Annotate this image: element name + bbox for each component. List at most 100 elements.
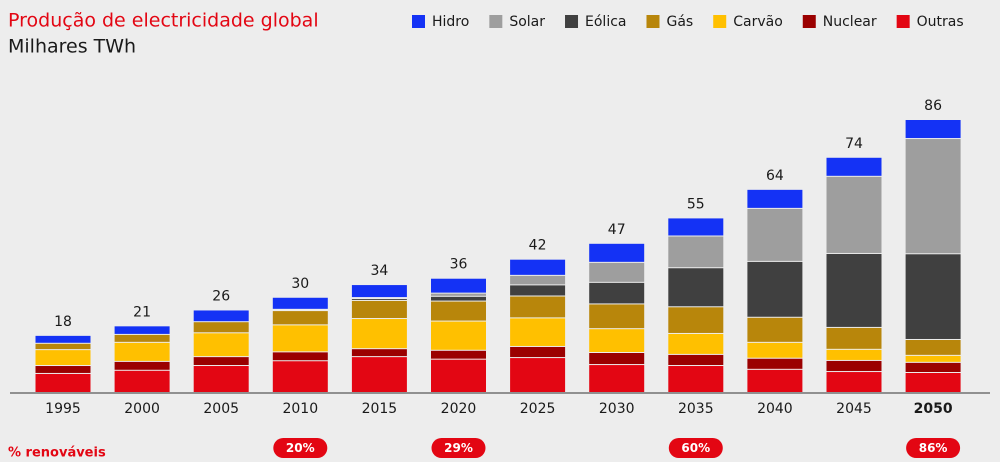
total-label: 26 xyxy=(212,288,230,304)
total-label: 55 xyxy=(687,196,705,212)
renewables-label: % renováveis xyxy=(8,446,106,461)
bar-segment xyxy=(351,299,407,300)
bar-segment xyxy=(826,372,882,392)
bar-segment xyxy=(431,301,486,321)
x-tick-label: 2025 xyxy=(520,401,556,417)
bar-segment xyxy=(668,236,724,268)
x-tick-label: 2030 xyxy=(599,401,635,417)
bar-segment xyxy=(905,339,961,355)
bar-segment xyxy=(351,285,407,298)
bar-segment xyxy=(193,357,249,366)
x-tick-label: 1995 xyxy=(45,401,81,417)
bar-segment xyxy=(747,342,803,358)
bar-segment xyxy=(193,366,249,392)
legend-label: Eólica xyxy=(585,14,626,30)
bar-segment xyxy=(668,366,724,392)
bar-segment xyxy=(431,293,486,296)
legend-swatch xyxy=(412,15,425,28)
legend-label: Nuclear xyxy=(823,14,877,30)
legend-swatch xyxy=(802,15,816,28)
bar-segment xyxy=(668,333,724,354)
bar-segment xyxy=(905,254,961,339)
bar-segment xyxy=(510,285,566,296)
renewable-badge-label: 20% xyxy=(286,441,315,455)
bar-segment xyxy=(589,243,645,262)
x-tick-label: 2045 xyxy=(836,401,872,417)
legend-swatch xyxy=(489,15,503,28)
bar-segment xyxy=(431,296,486,301)
total-label: 21 xyxy=(133,304,151,320)
legend-label: Solar xyxy=(509,14,545,30)
bar-segment xyxy=(510,318,566,346)
renewable-badge-label: 60% xyxy=(681,441,710,455)
total-label: 36 xyxy=(450,257,468,273)
chart-title: Produção de electricidade global xyxy=(8,10,319,32)
bar-segment xyxy=(272,361,328,392)
x-tick-label: 2000 xyxy=(124,401,160,417)
bar-segment xyxy=(747,317,803,342)
bar-segment xyxy=(668,354,724,366)
bar-segment xyxy=(826,253,882,327)
x-tick-label: 2010 xyxy=(282,401,318,417)
bar-segment xyxy=(826,360,882,372)
bar-segment xyxy=(431,321,486,350)
total-label: 86 xyxy=(924,98,942,114)
bar-segment xyxy=(431,359,486,392)
bar-segment xyxy=(589,262,645,282)
bar-segment xyxy=(905,373,961,392)
bar-segment xyxy=(589,365,645,392)
bar-segment xyxy=(272,352,328,361)
x-tick-label: 2015 xyxy=(362,401,398,417)
bar-segment xyxy=(589,304,645,329)
bar-segment xyxy=(351,300,407,319)
bar-segment xyxy=(826,176,882,253)
bar-segment xyxy=(589,282,645,304)
bar-segment xyxy=(905,139,961,254)
bar-segment xyxy=(35,366,91,373)
total-label: 30 xyxy=(291,276,309,292)
bar-segment xyxy=(272,325,328,352)
bar-segment xyxy=(905,355,961,362)
bar-segment xyxy=(114,361,170,370)
renewable-badge xyxy=(906,438,961,458)
bar-segment xyxy=(35,350,91,366)
bar-segment xyxy=(114,342,170,361)
bar-segment xyxy=(351,349,407,357)
x-tick-label: 2035 xyxy=(678,401,714,417)
legend-label: Gás xyxy=(666,14,693,30)
chart-subtitle: Milhares TWh xyxy=(8,36,136,58)
bar-segment xyxy=(35,335,91,343)
total-label: 64 xyxy=(766,168,784,184)
bar-segment xyxy=(905,120,961,139)
bar-segment xyxy=(351,319,407,349)
bar-segment xyxy=(431,278,486,293)
bar-segment xyxy=(510,358,566,392)
bar-segment xyxy=(114,326,170,334)
bar-segment xyxy=(114,334,170,342)
bar-segment xyxy=(272,297,328,309)
renewable-badge-label: 86% xyxy=(919,441,948,455)
bar-segment xyxy=(510,296,566,318)
x-tick-label: 2020 xyxy=(441,401,477,417)
total-label: 74 xyxy=(845,136,863,152)
bar-segment xyxy=(510,346,566,358)
renewable-badge xyxy=(668,438,723,458)
legend-swatch xyxy=(896,15,910,28)
renewable-badge xyxy=(273,438,328,458)
x-tick-label: 2005 xyxy=(203,401,239,417)
bar-segment xyxy=(747,261,803,317)
bar-segment xyxy=(272,311,328,325)
total-label: 47 xyxy=(608,222,626,238)
legend-label: Outras xyxy=(917,14,964,30)
total-label: 42 xyxy=(529,238,547,254)
renewable-badge xyxy=(431,438,486,458)
bar-segment xyxy=(747,189,803,208)
bar-segment xyxy=(668,307,724,333)
bar-segment xyxy=(826,157,882,176)
bar-segment xyxy=(35,343,91,350)
bar-segment xyxy=(668,218,724,236)
x-tick-label: 2050 xyxy=(914,401,953,417)
bar-segment xyxy=(747,358,803,369)
total-label: 34 xyxy=(370,263,388,279)
